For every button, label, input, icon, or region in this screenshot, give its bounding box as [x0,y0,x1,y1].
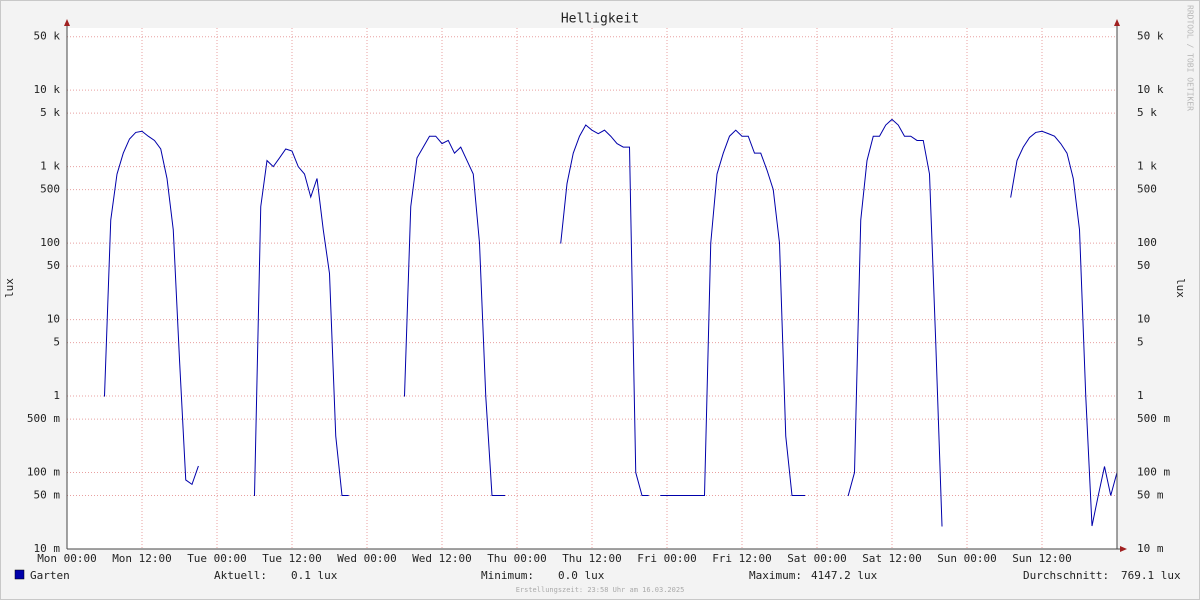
marks [103,118,1118,527]
legend-swatch [14,569,25,580]
x-tick-label: Tue 00:00 [187,552,247,565]
x-tick-label: Thu 12:00 [562,552,622,565]
plot-area [67,28,1117,549]
stat-value: 0.1 lux [291,569,338,582]
axis-arrow [1114,19,1120,26]
y-tick-label: 1 [53,389,60,402]
stat-label: Minimum: [481,569,534,582]
x-tick-label: Tue 12:00 [262,552,322,565]
y-axis-label-right: lux [1174,278,1187,298]
chart-title: Helligkeit [561,12,639,27]
y-tick-label: 50 k [34,30,61,43]
y-tick-label-right: 5 [1137,336,1144,349]
stat-label: Maximum: [749,569,802,582]
y-tick-label: 500 [40,183,60,196]
y-tick-label: 5 k [40,106,60,119]
y-tick-label-right: 5 k [1137,106,1157,119]
y-tick-label: 1 k [40,160,60,173]
y-tick-label-right: 1 [1137,389,1144,402]
axis-arrow [1120,546,1127,552]
grid [66,28,1117,550]
y-tick-label-right: 100 [1137,236,1157,249]
y-tick-label-right: 50 k [1137,30,1164,43]
y-tick-label-right: 500 [1137,183,1157,196]
x-tick-label: Sat 00:00 [787,552,847,565]
axis-arrow [64,19,70,26]
x-tick-label: Mon 00:00 [37,552,97,565]
y-tick-label: 100 m [27,466,60,479]
x-tick-label: Wed 00:00 [337,552,397,565]
y-tick-label: 50 m [34,489,61,502]
x-tick-label: Fri 12:00 [712,552,772,565]
data-line [103,118,1118,527]
y-tick-label: 5 [53,336,60,349]
stat-label: Aktuell: [214,569,267,582]
x-tick-label: Sun 00:00 [937,552,997,565]
y-tick-label-right: 10 k [1137,83,1164,96]
stat-label: Durchschnitt: [1023,569,1109,582]
stat-value: 4147.2 lux [811,569,878,582]
y-tick-label: 50 [47,259,60,272]
stat-value: 769.1 lux [1121,569,1181,582]
stat-value: 0.0 lux [558,569,605,582]
x-tick-label: Thu 00:00 [487,552,547,565]
y-tick-label: 500 m [27,412,60,425]
y-tick-label: 100 [40,236,60,249]
y-tick-label-right: 50 m [1137,489,1164,502]
y-tick-label: 10 k [34,83,61,96]
y-tick-label-right: 1 k [1137,160,1157,173]
y-tick-label: 10 m [34,542,61,555]
y-axis-label: lux [3,278,16,298]
y-tick-label-right: 50 [1137,259,1150,272]
x-tick-label: Sat 12:00 [862,552,922,565]
watermark: RRDTOOL / TOBI OETIKER [1186,5,1195,111]
y-tick-label-right: 10 [1137,313,1150,326]
y-tick-label-right: 500 m [1137,412,1170,425]
y-tick-label-right: 100 m [1137,466,1170,479]
legend-label: Garten [30,569,70,582]
x-tick-label: Wed 12:00 [412,552,472,565]
x-tick-label: Sun 12:00 [1012,552,1072,565]
y-tick-label-right: 10 m [1137,542,1164,555]
y-tick-label: 10 [47,313,60,326]
x-tick-label: Fri 00:00 [637,552,697,565]
footer: Erstellungszeit: 23:58 Uhr am 16.03.2025 [516,586,685,594]
x-tick-label: Mon 12:00 [112,552,172,565]
